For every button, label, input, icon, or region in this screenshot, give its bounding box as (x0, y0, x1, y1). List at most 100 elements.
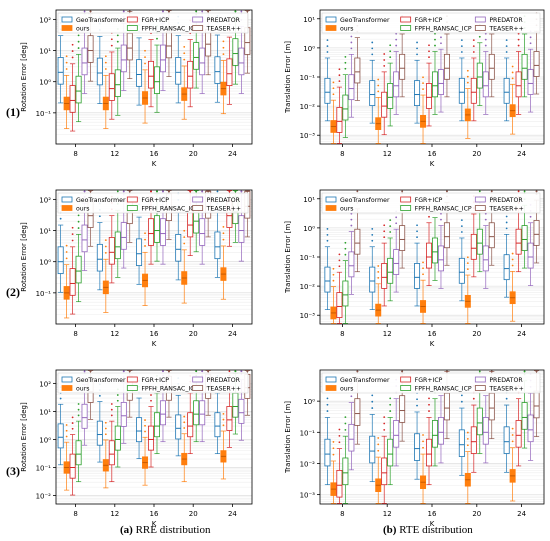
legend-swatch (61, 196, 73, 203)
box-iqr (521, 225, 528, 251)
outlier-point (416, 404, 418, 407)
box-iqr (521, 402, 528, 430)
outlier-point (83, 370, 86, 373)
outlier-point (104, 61, 107, 64)
x-tick-label: 12 (383, 510, 392, 518)
legend-swatch (325, 16, 337, 23)
legend-entry: FPFH_RANSAC_ICP (141, 386, 198, 393)
legend-entry: PREDATOR (207, 377, 241, 384)
outlier-point (116, 394, 119, 396)
box-iqr (476, 62, 483, 89)
outlier-point (505, 215, 508, 218)
box-FGR+ICP (69, 43, 76, 132)
outlier-point (383, 53, 386, 55)
outlier-point (144, 56, 146, 59)
outlier-point (234, 10, 237, 13)
box-iqr (187, 209, 194, 238)
outlier-point (338, 434, 341, 437)
outlier-point (59, 217, 62, 220)
box-FGR+ICP (381, 53, 388, 136)
y-tick-label: 10⁰ (303, 225, 315, 233)
box-GeoTransformer (57, 386, 64, 466)
y-tick-label: 10⁻¹ (300, 254, 316, 262)
outlier-point (222, 232, 225, 235)
legend-entry: ours (76, 206, 89, 213)
outlier-point (478, 190, 481, 193)
row-label-1: (1) (6, 105, 20, 119)
outlier-point (222, 418, 225, 421)
outlier-point (116, 34, 119, 37)
box-iqr (515, 228, 522, 255)
box-iqr (165, 30, 172, 59)
y-tick-label: 10¹ (39, 408, 51, 416)
legend-swatch (61, 16, 73, 23)
outlier-point (168, 370, 170, 373)
outlier-point (371, 47, 374, 50)
caption-b-text: RTE distribution (399, 524, 473, 536)
box-ours (330, 267, 337, 324)
box-iqr (458, 257, 465, 284)
legend-swatch (474, 16, 486, 23)
outlier-point (529, 42, 532, 45)
caption-a: (a) RRE distribution (120, 524, 210, 536)
outlier-point (144, 232, 146, 235)
box-FPFH_RANSAC_ICP (342, 416, 349, 504)
box-FGR+ICP (426, 397, 433, 486)
legend: GeoTransformer FGR+ICP PREDATOR ours FPFH_RA… (321, 12, 541, 34)
outlier-point (98, 394, 101, 397)
outlier-point (183, 242, 186, 245)
box-PREDATOR (348, 35, 355, 118)
outlier-point (416, 230, 418, 233)
outlier-point (466, 69, 469, 72)
box-iqr (114, 231, 121, 260)
chart-panel-rre-2: 10⁻¹ 10⁰ 10¹ 10² Rotation Error [deg] 8 12 16 20… (20, 189, 253, 348)
outlier-point (517, 38, 520, 41)
box-ours (464, 256, 471, 324)
box-iqr (393, 420, 400, 448)
box-iqr (381, 457, 388, 486)
outlier-point (183, 415, 186, 418)
outlier-point (240, 370, 243, 373)
outlier-point (201, 10, 204, 13)
outlier-point (116, 399, 119, 402)
outlier-point (511, 77, 514, 80)
outlier-point (222, 40, 225, 43)
outlier-point (332, 81, 335, 84)
outlier-point (446, 190, 448, 193)
box-iqr (108, 73, 115, 101)
outlier-point (222, 225, 225, 228)
outlier-point (122, 370, 125, 373)
outlier-point (505, 39, 508, 42)
outlier-point (460, 45, 463, 47)
box-ours (330, 441, 337, 504)
outlier-point (104, 251, 107, 254)
box-iqr (488, 53, 495, 80)
outlier-point (65, 429, 68, 432)
outlier-point (144, 62, 146, 65)
outlier-point (395, 216, 398, 219)
outlier-point (65, 257, 68, 260)
outlier-point (144, 424, 146, 427)
outlier-point (71, 427, 74, 430)
outlier-point (505, 45, 508, 47)
box-iqr (336, 469, 343, 498)
box-iqr (336, 107, 343, 133)
outlier-point (428, 397, 430, 400)
box-GeoTransformer (57, 205, 64, 293)
box-iqr (414, 433, 421, 461)
x-tick-label: 16 (428, 150, 437, 158)
outlier-point (401, 370, 404, 373)
box-iqr (431, 420, 438, 448)
outlier-point (338, 80, 341, 83)
x-tick-label: 16 (428, 510, 437, 518)
outlier-point (246, 10, 249, 13)
box-iqr (348, 74, 355, 101)
outlier-point (195, 370, 198, 373)
outlier-point (332, 447, 335, 450)
outlier-point (65, 435, 68, 438)
legend-swatch (325, 25, 337, 31)
box-ours (420, 261, 427, 324)
box-iqr (470, 77, 477, 104)
box-iqr (426, 83, 433, 109)
